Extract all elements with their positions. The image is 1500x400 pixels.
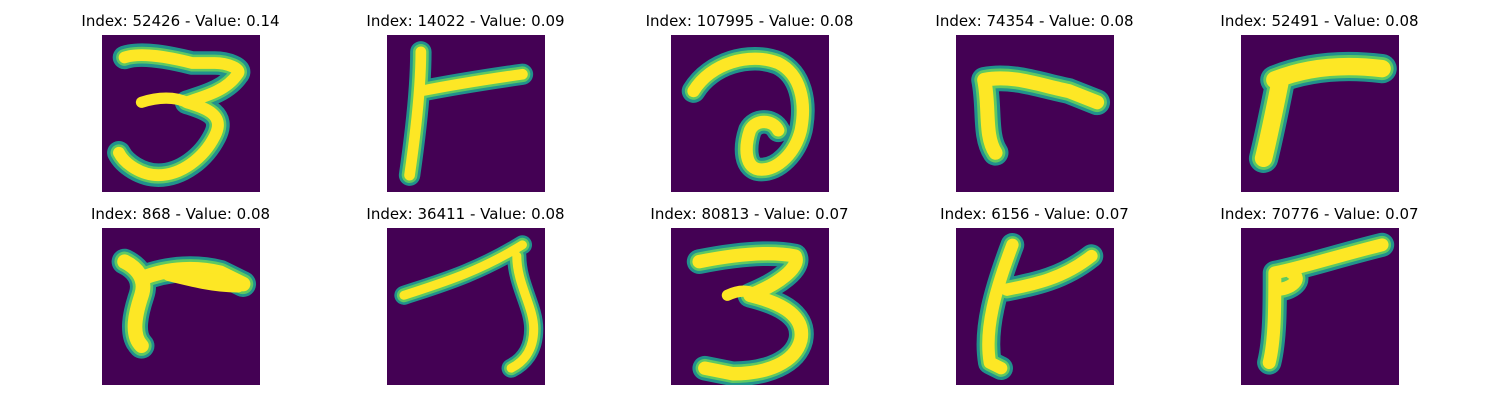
tile-title: Index: 36411 - Value: 0.08 <box>366 205 565 223</box>
digit-image <box>955 228 1114 385</box>
tile-title: Index: 107995 - Value: 0.08 <box>645 12 854 30</box>
image-tile: Index: 52491 - Value: 0.08 <box>1177 11 1462 192</box>
digit-image <box>1240 35 1399 192</box>
image-tile: Index: 6156 - Value: 0.07 <box>892 204 1177 385</box>
image-tile: Index: 52426 - Value: 0.14 <box>38 11 323 192</box>
image-tile: Index: 107995 - Value: 0.08 <box>607 11 892 192</box>
tile-title: Index: 74354 - Value: 0.08 <box>935 12 1134 30</box>
digit-image <box>670 228 829 385</box>
digit-image <box>1240 228 1399 385</box>
tile-title: Index: 868 - Value: 0.08 <box>90 205 271 223</box>
digit-image <box>386 228 545 385</box>
image-tile: Index: 74354 - Value: 0.08 <box>892 11 1177 192</box>
image-tile: Index: 36411 - Value: 0.08 <box>323 204 608 385</box>
tile-title: Index: 14022 - Value: 0.09 <box>366 12 565 30</box>
tile-title: Index: 52491 - Value: 0.08 <box>1220 12 1419 30</box>
digit-image <box>955 35 1114 192</box>
tile-title: Index: 6156 - Value: 0.07 <box>940 205 1129 223</box>
digit-image <box>670 35 829 192</box>
tile-title: Index: 70776 - Value: 0.07 <box>1220 205 1419 223</box>
image-tile: Index: 80813 - Value: 0.07 <box>607 204 892 385</box>
tile-title: Index: 80813 - Value: 0.07 <box>650 205 849 223</box>
digit-image <box>101 228 260 385</box>
tile-title: Index: 52426 - Value: 0.14 <box>81 12 280 30</box>
image-tile: Index: 868 - Value: 0.08 <box>38 204 323 385</box>
image-tile: Index: 14022 - Value: 0.09 <box>323 11 608 192</box>
image-tile: Index: 70776 - Value: 0.07 <box>1177 204 1462 385</box>
digit-image <box>386 35 545 192</box>
digit-image <box>101 35 260 192</box>
